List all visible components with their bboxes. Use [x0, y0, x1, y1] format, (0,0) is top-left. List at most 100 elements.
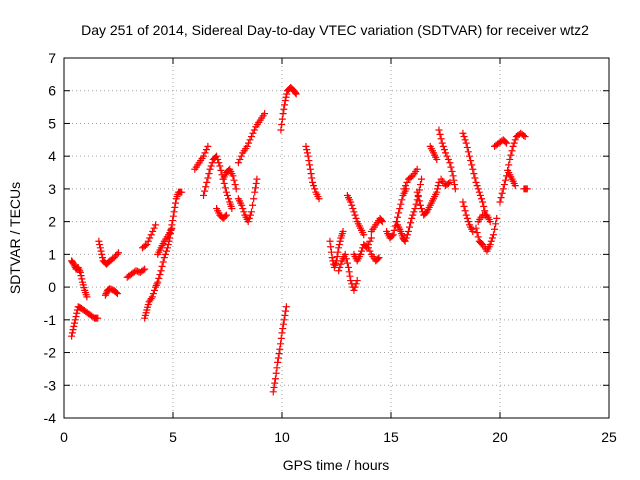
data-point: [415, 197, 423, 205]
data-point: [250, 195, 258, 203]
data-point: [511, 136, 519, 144]
data-point: [161, 250, 169, 258]
data-point: [398, 196, 406, 204]
data-point: [506, 155, 514, 163]
data-point: [96, 241, 104, 249]
data-point: [310, 182, 318, 190]
data-point: [334, 248, 342, 256]
data-point: [251, 184, 259, 192]
data-point: [401, 237, 409, 245]
y-tick-label: 0: [48, 279, 56, 295]
data-point: [468, 161, 476, 169]
data-point: [70, 260, 78, 268]
data-point: [162, 247, 170, 255]
data-point: [240, 208, 248, 216]
data-point: [409, 211, 417, 219]
data-point: [246, 211, 254, 219]
data-point: [410, 208, 418, 216]
data-point: [157, 267, 165, 275]
data-point: [70, 322, 78, 330]
data-point: [72, 313, 80, 321]
data-point: [413, 165, 421, 173]
data-point: [221, 184, 229, 192]
data-point: [222, 188, 230, 196]
data-point: [250, 126, 258, 134]
data-point: [283, 90, 291, 98]
data-point: [225, 195, 233, 203]
data-point: [307, 170, 315, 178]
data-point: [141, 242, 149, 250]
data-point: [252, 179, 260, 187]
data-point: [243, 142, 251, 150]
data-point: [170, 208, 178, 216]
data-point: [278, 115, 286, 123]
data-point: [407, 219, 415, 227]
data-point: [416, 201, 424, 209]
data-point: [345, 268, 353, 276]
data-point: [394, 213, 402, 221]
data-point: [388, 232, 396, 240]
data-point: [479, 198, 487, 206]
data-point: [214, 155, 222, 163]
data-point: [498, 189, 506, 197]
data-point: [261, 110, 269, 118]
data-point: [144, 237, 152, 245]
data-point: [74, 263, 82, 271]
data-point: [272, 369, 280, 377]
axis-ticks: [63, 57, 610, 419]
data-point: [150, 286, 158, 294]
data-point: [403, 231, 411, 239]
data-point: [221, 212, 229, 220]
data-point: [351, 283, 359, 291]
chart-title: Day 251 of 2014, Sidereal Day-to-day VTE…: [81, 22, 589, 38]
data-point: [278, 121, 286, 129]
data-point: [246, 136, 254, 144]
data-point: [238, 201, 246, 209]
data-point: [360, 231, 368, 239]
data-point: [274, 358, 282, 366]
data-point: [464, 148, 472, 156]
x-tick-label: 25: [601, 429, 617, 445]
data-point: [375, 254, 383, 262]
data-point: [83, 293, 91, 301]
data-point: [439, 142, 447, 150]
data-point: [390, 226, 398, 234]
data-point: [306, 161, 314, 169]
data-point: [315, 195, 323, 203]
data-point: [467, 157, 475, 165]
x-tick-label: 5: [169, 429, 177, 445]
data-point: [489, 231, 497, 239]
data-point: [363, 241, 371, 249]
data-point: [204, 142, 212, 150]
data-point: [164, 244, 172, 252]
data-point: [460, 202, 468, 210]
data-point: [465, 152, 473, 160]
y-tick-label: 4: [48, 148, 56, 164]
data-point: [461, 136, 469, 144]
data-point: [202, 183, 210, 191]
data-point: [444, 155, 452, 163]
data-point: [520, 131, 528, 139]
data-point: [292, 90, 300, 98]
data-point: [247, 133, 255, 141]
data-point: [374, 255, 382, 263]
data-point: [486, 218, 494, 226]
data-point: [443, 152, 451, 160]
data-point: [477, 195, 485, 203]
data-point: [78, 275, 86, 283]
data-point: [459, 198, 467, 206]
data-point: [156, 271, 164, 279]
data-point: [208, 159, 216, 167]
data-point: [469, 227, 477, 235]
data-point: [113, 290, 121, 298]
data-point: [438, 139, 446, 147]
data-point: [488, 234, 496, 242]
data-point: [277, 126, 285, 134]
data-point: [349, 205, 357, 213]
data-point: [207, 162, 215, 170]
data-point: [178, 188, 186, 196]
data-point: [282, 307, 290, 315]
data-point: [347, 198, 355, 206]
data-point: [412, 200, 420, 208]
data-point: [442, 149, 449, 157]
